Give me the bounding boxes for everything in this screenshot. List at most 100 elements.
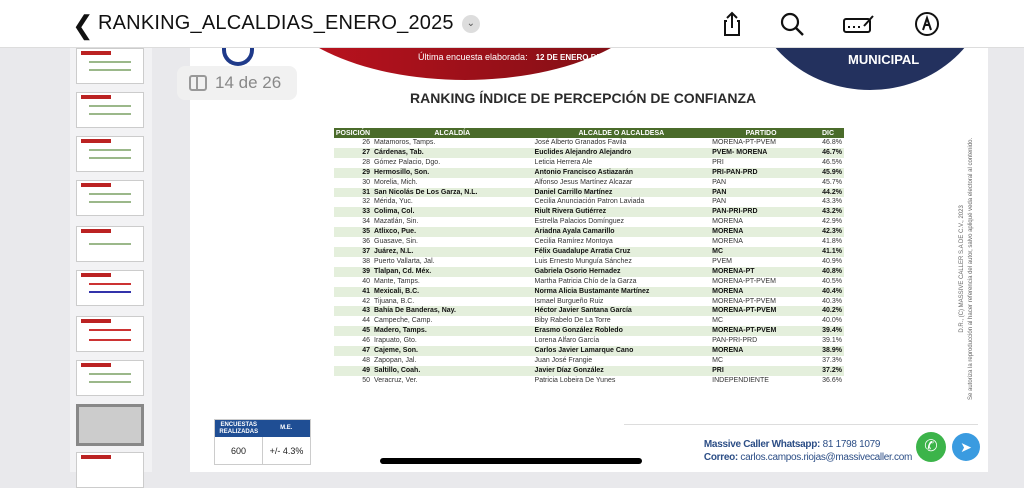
page-thumbnail[interactable] (76, 452, 144, 488)
thumbnail-sidebar[interactable] (70, 48, 152, 488)
cell-position: 46 (362, 337, 370, 345)
table-row: 38 Puerto Vallarta, Jal. Luis Ernesto Mung… (334, 257, 844, 267)
table-row: 32 Mérida, Yuc. Cecilia Anunciación Patron… (334, 197, 844, 207)
cell-municipality: Irapuato, Gto. (374, 337, 417, 345)
table-row: 47 Cajeme, Son. Carlos Javier Lamarque Can… (334, 346, 844, 356)
markup-icon[interactable] (842, 10, 876, 38)
cell-mayor: Euclides Alejandro Alejandro (532, 147, 711, 158)
table-row: 29 Hermosillo, Son. Antonio Francisco Asti… (334, 167, 844, 178)
cell-party: PAN (712, 178, 727, 186)
survey-header: ENCUESTAS REALIZADAS (219, 421, 259, 435)
table-row: 46 Irapuato, Gto. Lorena Alfaro García PAN-… (334, 336, 844, 346)
cell-party: MORENA-PT-PVEM (712, 277, 776, 285)
cell-position: 48 (362, 356, 370, 364)
table-row: 37 Juárez, N.L. Félix Guadalupe Arratia Cr… (334, 246, 844, 257)
logo (222, 48, 254, 66)
cell-dic: 43.3% (822, 198, 842, 206)
dropdown-chevron-icon[interactable]: ⌄ (461, 14, 480, 33)
cell-mayor: Gabriela Osorio Hernadez (532, 266, 711, 277)
page-thumbnail[interactable] (76, 48, 144, 84)
cell-dic: 40.2% (812, 306, 844, 317)
cell-party: MORENA (710, 286, 812, 297)
cell-municipality: Mexicali, B.C. (372, 286, 533, 297)
table-row: 28 Gómez Palacio, Dgo. Leticia Herrera Ale… (334, 158, 844, 168)
column-header: PARTIDO (710, 128, 812, 138)
page-thumbnail[interactable] (76, 92, 144, 128)
cell-position: 49 (334, 365, 372, 376)
title-group: RANKING_ALCALDIAS_ENERO_2025 ⌄ (98, 12, 480, 35)
cell-municipality: Atlixco, Pue. (372, 227, 533, 238)
table-row: 40 Mante, Tamps. Martha Patricia Chío de l… (334, 277, 844, 287)
page-thumbnail[interactable] (76, 270, 144, 306)
cell-mayor: Estrella Palacios Domínguez (534, 218, 625, 226)
cell-municipality: Cárdenas, Tab. (372, 147, 533, 158)
table-row: 45 Madero, Tamps. Erasmo González Robledo M… (334, 326, 844, 337)
column-header: ALCALDÍA (372, 128, 533, 138)
cell-dic: 46.5% (822, 158, 842, 166)
cell-party: PAN (712, 198, 727, 206)
cell-dic: 46.7% (812, 147, 844, 158)
cell-party: INDEPENDIENTE (712, 376, 769, 384)
cell-mayor: Riult Rivera Gutiérrez (532, 207, 711, 218)
cell-dic: 40.4% (812, 286, 844, 297)
table-row: 27 Cárdenas, Tab. Euclides Alejandro Aleja… (334, 147, 844, 158)
cell-party: MORENA-PT (710, 266, 812, 277)
survey-count: 600 (215, 437, 263, 464)
page-thumbnail[interactable] (76, 136, 144, 172)
cell-dic: 41.8% (822, 238, 842, 246)
page-thumbnail[interactable] (76, 360, 144, 396)
cell-municipality: Tijuana, B.C. (374, 297, 415, 305)
cell-mayor: Félix Guadalupe Arratia Cruz (532, 246, 711, 257)
last-survey: Última encuesta elaborada: 12 DE ENERO DE… (418, 52, 627, 62)
search-icon[interactable] (778, 10, 806, 38)
cell-position: 26 (362, 139, 370, 146)
pen-icon[interactable] (913, 10, 941, 38)
back-chevron-icon[interactable]: ❮ (72, 10, 94, 40)
table-row: 30 Morelia, Mich. Alfonso Jesus Martínez A… (334, 178, 844, 188)
cell-mayor: Leticia Herrera Ale (534, 158, 593, 166)
cell-dic: 40.9% (822, 257, 842, 265)
cell-mayor: Cecilia Ramírez Montoya (534, 238, 613, 246)
cell-mayor: Carlos Javier Lamarque Cano (532, 346, 711, 356)
page-thumbnail[interactable] (76, 180, 144, 216)
cell-municipality: Mazatlán, Sin. (374, 218, 419, 226)
ranking-table: POSICIÓN ALCALDÍA ALCALDE O ALCALDESA PARTI… (334, 128, 844, 386)
cell-dic: 44.2% (812, 187, 844, 198)
cell-municipality: Matamoros, Tamps. (374, 139, 436, 146)
cell-dic: 46.8% (822, 139, 842, 146)
cell-municipality: Madero, Tamps. (372, 326, 533, 337)
document-title: RANKING_ALCALDIAS_ENERO_2025 (98, 12, 454, 34)
cell-dic: 45.9% (812, 167, 844, 178)
cell-municipality: San Nicolás De Los Garza, N.L. (372, 187, 533, 198)
column-header: ALCALDE O ALCALDESA (532, 128, 711, 138)
divider (624, 424, 978, 425)
cell-mayor: Norma Alicia Bustamante Martínez (532, 286, 711, 297)
cell-mayor: Martha Patricia Chío de la Garza (534, 277, 637, 285)
table-row: 49 Saltillo, Coah. Javier Díaz González PRI… (334, 365, 844, 376)
cell-dic: 41.1% (812, 246, 844, 257)
cell-party: MORENA-PT-PVEM (710, 306, 812, 317)
cell-dic: 37.2% (812, 365, 844, 376)
cell-party: PRI (710, 365, 812, 376)
cell-party: MORENA-PT-PVEM (712, 139, 776, 146)
table-row: 42 Tijuana, B.C. Ismael Burgueño Ruiz MOREN… (334, 297, 844, 307)
cell-mayor: Daniel Carrillo Martínez (532, 187, 711, 198)
cell-position: 41 (334, 286, 372, 297)
cell-dic: 42.9% (822, 218, 842, 226)
cell-position: 28 (362, 158, 370, 166)
cell-party: MORENA (712, 218, 743, 226)
cell-municipality: Gómez Palacio, Dgo. (374, 158, 441, 166)
cell-municipality: Puerto Vallarta, Jal. (374, 257, 435, 265)
cell-dic: 36.6% (822, 376, 842, 384)
page-thumbnail-selected[interactable] (76, 404, 144, 446)
cell-position: 34 (362, 218, 370, 226)
share-icon[interactable] (718, 10, 746, 38)
cell-dic: 42.3% (812, 227, 844, 238)
page-thumbnail[interactable] (76, 316, 144, 352)
page-thumbnail[interactable] (76, 226, 144, 262)
margin-of-error: +/- 4.3% (269, 445, 304, 456)
sidebar-icon (189, 75, 207, 91)
copyright-note: D.R., (C) MASSIVE CALLER S.A DE C.V., 20… (959, 137, 974, 400)
cell-position: 44 (362, 317, 370, 325)
whatsapp-icon: ✆ (916, 432, 946, 462)
